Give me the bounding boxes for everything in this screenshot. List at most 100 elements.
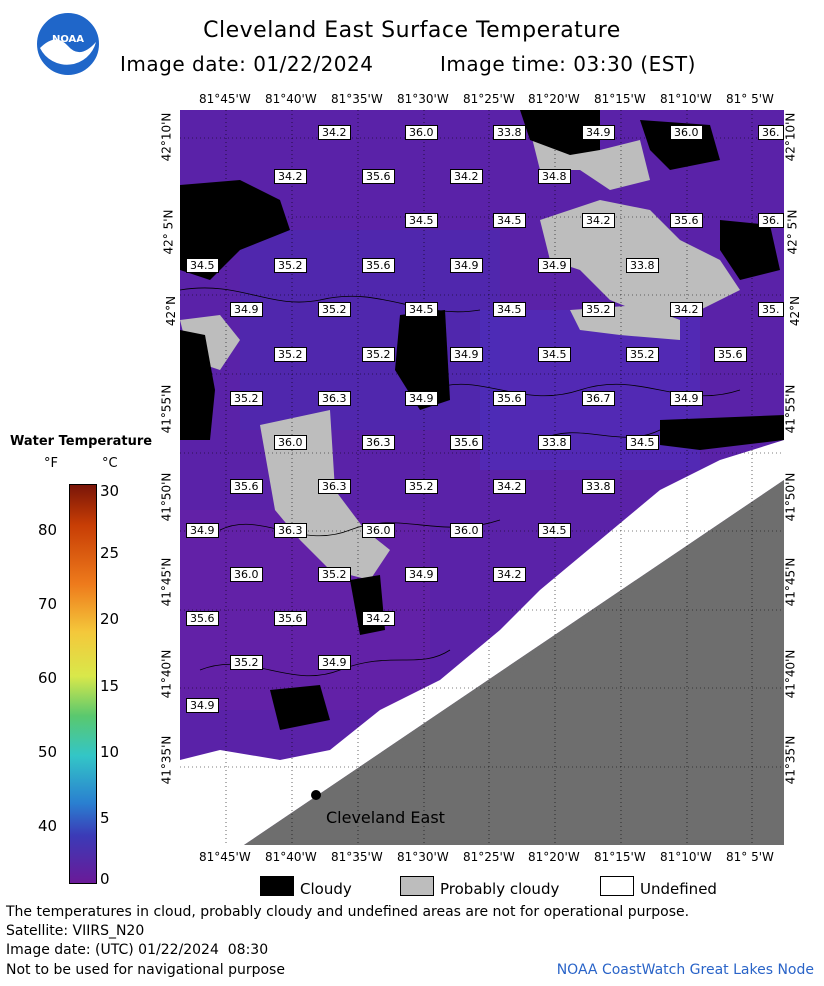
lon-label: 81°25'W — [463, 850, 515, 864]
color-scale-bar — [69, 484, 97, 884]
credit-text: NOAA CoastWatch Great Lakes Node — [556, 962, 814, 978]
lat-label: 42° 5'N — [785, 209, 800, 255]
legend-probably-cloudy-swatch — [400, 876, 434, 896]
temp-label: 34.5 — [538, 347, 571, 362]
temp-label: 35.2 — [362, 347, 395, 362]
temp-label: 36.3 — [318, 479, 351, 494]
unit-fahrenheit: °F — [44, 456, 58, 471]
temp-label: 35.6 — [362, 258, 395, 273]
lon-label: 81°45'W — [199, 850, 251, 864]
temp-label: 36.0 — [450, 523, 483, 538]
lon-label: 81°40'W — [265, 92, 317, 106]
lat-label: 41°35'N — [783, 735, 798, 785]
legend-undefined-swatch — [600, 876, 634, 896]
temp-label: 34.9 — [405, 391, 438, 406]
temperature-map: 34.2 36.0 33.8 34.9 36.0 36. 34.2 35.6 3… — [180, 110, 784, 845]
unit-celsius: °C — [102, 456, 118, 471]
lat-label: 41°45'N — [783, 557, 798, 607]
temp-label: 35.2 — [405, 479, 438, 494]
temp-label: 35.6 — [186, 611, 219, 626]
cleveland-east-marker — [311, 790, 321, 800]
disclaimer-text: The temperatures in cloud, probably clou… — [6, 904, 690, 920]
cloudy-areas — [180, 110, 784, 730]
temp-label: 35.6 — [230, 479, 263, 494]
lon-label: 81°30'W — [397, 850, 449, 864]
f-tick: 70 — [38, 595, 58, 613]
lat-label: 41°50'N — [159, 472, 174, 522]
c-tick: 30 — [100, 482, 120, 500]
page-title: Cleveland East Surface Temperature — [203, 18, 621, 43]
temp-label: 35.2 — [582, 302, 615, 317]
utc-date-text: Image date: (UTC) 01/22/2024 08:30 — [6, 942, 269, 958]
temp-label: 34.2 — [318, 125, 351, 140]
temp-label: 34.5 — [626, 435, 659, 450]
temp-label: 33.8 — [493, 125, 526, 140]
c-tick: 20 — [100, 610, 120, 628]
temp-label: 36.0 — [274, 435, 307, 450]
noaa-logo-text: NOAA — [51, 34, 85, 45]
lat-label: 42° 5'N — [161, 209, 176, 255]
temp-label: 34.9 — [230, 302, 263, 317]
temp-label: 34.5 — [405, 302, 438, 317]
f-tick: 50 — [38, 743, 58, 761]
legend-cloudy-swatch — [260, 876, 294, 896]
temp-label: 34.9 — [582, 125, 615, 140]
c-tick: 10 — [100, 743, 120, 761]
temp-label: 36.0 — [670, 125, 703, 140]
lon-label: 81° 5'W — [726, 92, 774, 106]
lon-label: 81°30'W — [397, 92, 449, 106]
lat-label: 41°55'N — [159, 384, 174, 434]
temp-label: 36.0 — [405, 125, 438, 140]
undefined-area — [180, 440, 784, 845]
temp-label: 34.2 — [493, 479, 526, 494]
temp-label: 36. — [758, 213, 784, 228]
lat-label: 41°40'N — [783, 649, 798, 699]
lon-label: 81°35'W — [331, 850, 383, 864]
image-time: Image time: 03:30 (EST) — [440, 52, 696, 76]
temp-label: 33.8 — [626, 258, 659, 273]
nav-warning-text: Not to be used for navigational purpose — [6, 962, 285, 978]
temp-label: 34.5 — [493, 213, 526, 228]
temp-label: 35. — [758, 302, 784, 317]
lon-label: 81°15'W — [594, 92, 646, 106]
c-tick: 15 — [100, 677, 120, 695]
temp-label: 34.9 — [538, 258, 571, 273]
temp-label: 35.6 — [274, 611, 307, 626]
temp-label: 35.2 — [318, 567, 351, 582]
temp-label: 34.5 — [538, 523, 571, 538]
temp-label: 35.6 — [493, 391, 526, 406]
temp-label: 36. — [758, 125, 784, 140]
lon-label: 81°40'W — [265, 850, 317, 864]
lon-label: 81°20'W — [528, 850, 580, 864]
temp-label: 35.6 — [450, 435, 483, 450]
temp-label: 34.9 — [450, 258, 483, 273]
lon-label: 81°25'W — [463, 92, 515, 106]
temp-label: 33.8 — [582, 479, 615, 494]
temp-label: 36.0 — [362, 523, 395, 538]
legend-cloudy-label: Cloudy — [300, 880, 352, 898]
temp-label: 35.6 — [362, 169, 395, 184]
temp-label: 34.2 — [450, 169, 483, 184]
temp-label: 36.3 — [318, 391, 351, 406]
temp-label: 34.2 — [670, 302, 703, 317]
temp-label: 34.9 — [186, 698, 219, 713]
temp-label: 34.2 — [362, 611, 395, 626]
temp-label: 34.8 — [538, 169, 571, 184]
temp-label: 35.6 — [670, 213, 703, 228]
temp-label: 34.2 — [493, 567, 526, 582]
temp-label: 35.2 — [230, 655, 263, 670]
temp-label: 34.5 — [405, 213, 438, 228]
lat-label: 41°40'N — [159, 649, 174, 699]
temp-label: 35.2 — [230, 391, 263, 406]
image-date: Image date: 01/22/2024 — [120, 52, 374, 76]
lat-label: 41°55'N — [783, 384, 798, 434]
f-tick: 80 — [38, 521, 58, 539]
lon-label: 81°20'W — [528, 92, 580, 106]
c-tick: 0 — [100, 870, 110, 888]
temp-label: 34.2 — [582, 213, 615, 228]
lon-label: 81°10'W — [660, 92, 712, 106]
temp-label: 34.2 — [274, 169, 307, 184]
temp-label: 36.7 — [582, 391, 615, 406]
lon-label: 81°35'W — [331, 92, 383, 106]
temp-label: 34.9 — [450, 347, 483, 362]
